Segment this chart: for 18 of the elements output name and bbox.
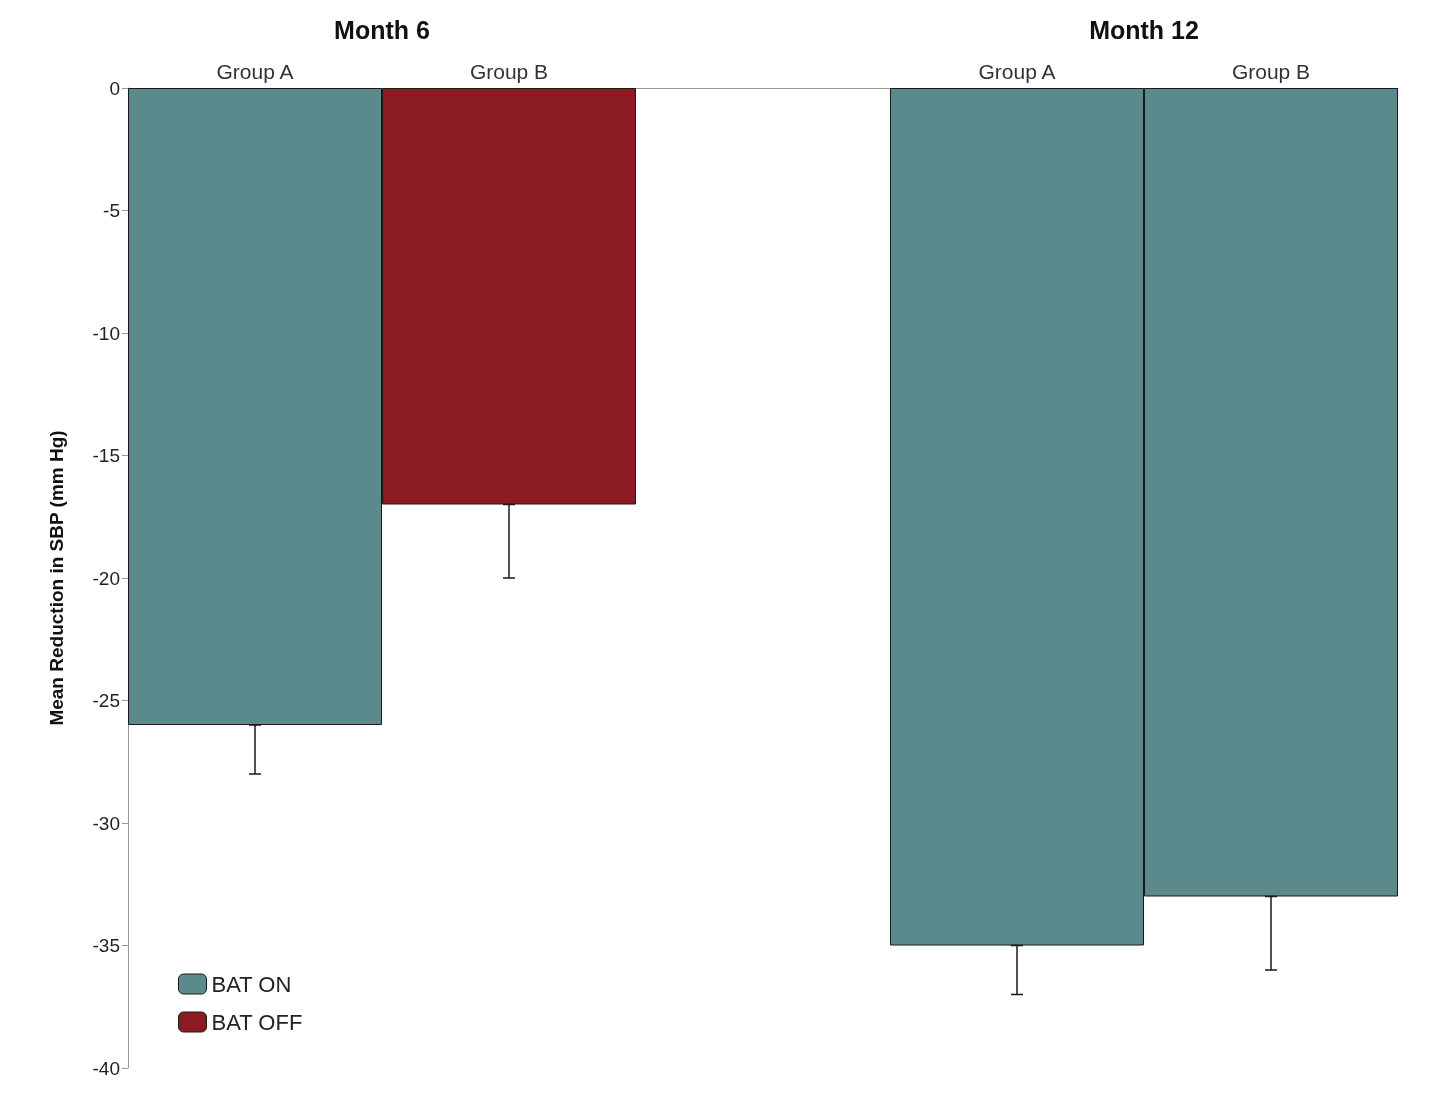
- x-tick-label: Group B: [469, 60, 549, 83]
- x-tick-label: Group A: [216, 60, 294, 83]
- y-tick-label: -35: [92, 935, 120, 956]
- text: Month 12: [1089, 16, 1199, 44]
- y-tick-label: -40: [92, 1057, 120, 1079]
- y-tick-label: -5: [103, 200, 120, 221]
- y-tick-label: -15: [92, 445, 120, 466]
- y-tick-label: -25: [92, 690, 120, 711]
- y-axis-title: Mean Reduction in SBP (mm Hg): [46, 430, 67, 726]
- legend-label: BAT OFF: [211, 1009, 303, 1035]
- y-tick-label: -30: [92, 812, 120, 834]
- y-tick-label: -10: [92, 322, 120, 344]
- y-tick-label: -20: [92, 567, 120, 589]
- x-tick-label: Group B: [1231, 60, 1311, 83]
- x-tick-label: Group A: [978, 60, 1056, 83]
- text: Month 6: [334, 16, 430, 44]
- y-tick-label: 0: [109, 77, 120, 99]
- legend-label: BAT ON: [211, 971, 292, 997]
